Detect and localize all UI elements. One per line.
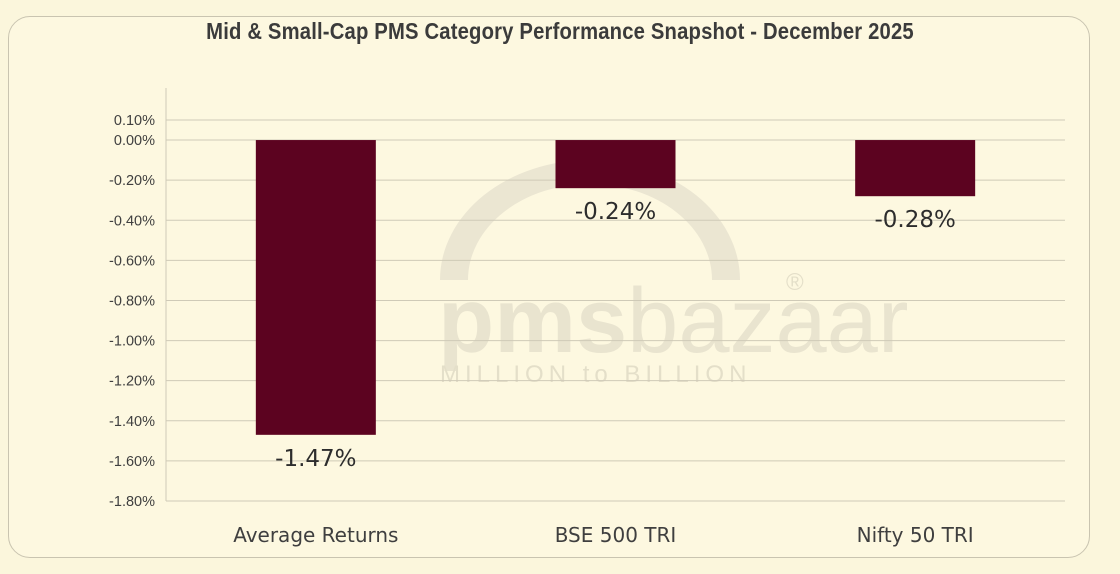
y-axis: 0.10% 0.00% -0.20% -0.40% -0.60% -0.80% -1.00%… bbox=[109, 88, 167, 510]
x-category-label: Nifty 50 TRI bbox=[857, 523, 974, 547]
data-label: -0.28% bbox=[874, 207, 955, 233]
y-tick-label: -0.60% bbox=[109, 253, 155, 269]
bar bbox=[255, 140, 376, 435]
data-label: -1.47% bbox=[275, 446, 356, 472]
bar bbox=[555, 140, 676, 189]
y-tick-label: 0.10% bbox=[114, 113, 155, 129]
x-category-label: Average Returns bbox=[233, 523, 398, 547]
bar bbox=[855, 140, 976, 197]
y-tick-label: -1.40% bbox=[109, 414, 155, 430]
y-tick-label: 0.00% bbox=[114, 133, 155, 149]
svg-text:pmsbazaar: pmsbazaar bbox=[438, 270, 908, 372]
watermark-brand-bold: pms bbox=[438, 270, 627, 372]
y-tick-label: -0.80% bbox=[109, 293, 155, 309]
y-tick-label: -1.80% bbox=[109, 494, 155, 510]
bars bbox=[255, 140, 976, 435]
y-tick-label: -1.20% bbox=[109, 374, 155, 390]
labels: -1.47% Average Returns -0.24% BSE 500 TRI -0… bbox=[233, 199, 974, 547]
watermark-registered: ® bbox=[786, 269, 809, 296]
y-tick-label: -0.20% bbox=[109, 173, 155, 189]
watermark-logo: pmsbazaar ® MILLION to BILLION bbox=[438, 160, 908, 388]
data-label: -0.24% bbox=[575, 199, 656, 225]
chart-card bbox=[8, 16, 1090, 558]
watermark-brand-light: bazaar bbox=[627, 270, 908, 372]
watermark-tagline: MILLION to BILLION bbox=[440, 361, 751, 388]
y-tick-label: -1.60% bbox=[109, 454, 155, 470]
chart-title: Mid & Small-Cap PMS Category Performance… bbox=[206, 18, 914, 44]
watermark-arc bbox=[440, 160, 740, 280]
y-tick-label: -1.00% bbox=[109, 334, 155, 350]
y-tick-label: -0.40% bbox=[109, 213, 155, 229]
x-category-label: BSE 500 TRI bbox=[555, 523, 677, 547]
